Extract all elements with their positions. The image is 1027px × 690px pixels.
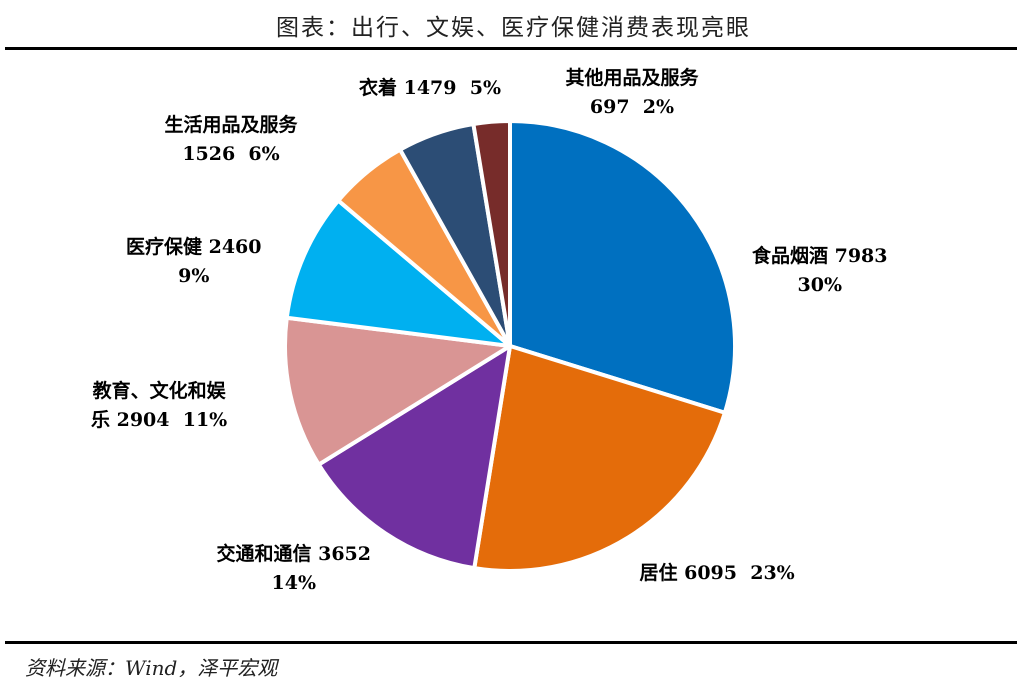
slice-label-line: 697 2%	[589, 96, 675, 118]
slice-label-line: 食品烟酒 7983	[752, 245, 888, 267]
slice-label: 医疗保健 2460 9%	[126, 233, 262, 291]
slice-label: 生活用品及服务 1526 6%	[165, 111, 298, 169]
slice-label-line: 教育、文化和娱	[92, 380, 226, 402]
slice-label-line: 医疗保健 2460	[126, 236, 262, 258]
pie-slice-2	[472, 344, 727, 573]
bottom-rule	[5, 641, 1017, 644]
slice-label: 食品烟酒 7983 30%	[752, 242, 888, 300]
pie-slice-5	[284, 198, 512, 348]
slice-label-line: 14%	[271, 572, 317, 594]
slice-label-line: 居住 6095 23%	[639, 561, 795, 584]
slice-label-line: 交通和通信 3652	[216, 543, 372, 565]
slice-label: 交通和通信 3652 14%	[217, 540, 372, 598]
pie-slice-1	[508, 119, 737, 415]
top-rule	[5, 47, 1017, 50]
source-note: 资料来源：Wind，泽平宏观	[25, 656, 278, 680]
pie-slice-8	[471, 119, 512, 348]
pie-slice-4	[283, 315, 512, 467]
slice-label-line: 衣着 1479 5%	[359, 76, 501, 99]
slice-label: 衣着 1479 5%	[359, 74, 501, 103]
slice-label-line: 30%	[797, 274, 843, 296]
slice-label: 教育、文化和娱乐 2904 11%	[91, 377, 227, 435]
chart-title: 图表：出行、文娱、医疗保健消费表现亮眼	[276, 15, 751, 41]
slice-label-line: 9%	[178, 265, 210, 287]
slice-label-line: 生活用品及服务	[164, 114, 298, 136]
slice-label: 其他用品及服务 697 2%	[566, 64, 699, 122]
pie-slice-3	[316, 344, 512, 571]
slice-label-line: 其他用品及服务	[565, 67, 699, 89]
slice-label-line: 乐 2904 11%	[91, 409, 228, 431]
slice-label-line: 1526 6%	[182, 143, 280, 165]
slice-label: 居住 6095 23%	[640, 559, 795, 588]
